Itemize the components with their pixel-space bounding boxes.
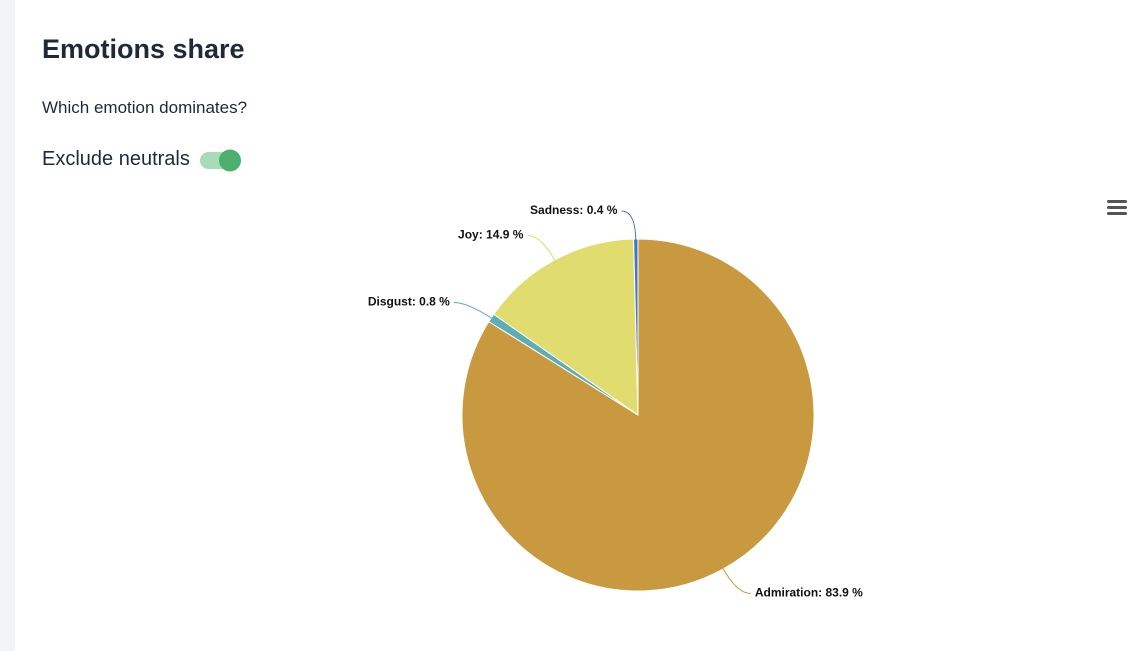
connector xyxy=(453,301,494,320)
data-label: Sadness: 0.4 % xyxy=(530,203,618,217)
card-subtitle: Which emotion dominates? xyxy=(42,98,248,117)
menu-button[interactable] xyxy=(1107,200,1127,215)
data-label: Disgust: 0.8 % xyxy=(368,295,450,309)
toggle-label: Exclude neutrals xyxy=(42,148,190,170)
menu-bar[interactable] xyxy=(1107,206,1127,209)
connector xyxy=(721,566,751,594)
menu-bar[interactable] xyxy=(1107,200,1127,203)
card-title: Emotions share xyxy=(42,34,245,64)
connector xyxy=(621,210,637,242)
data-label: Joy: 14.9 % xyxy=(458,227,524,241)
menu-bar[interactable] xyxy=(1107,212,1127,215)
toggle[interactable] xyxy=(200,149,241,172)
toggle-knob[interactable] xyxy=(219,149,241,172)
sidebar-strip xyxy=(0,0,15,651)
data-label: Admiration: 83.9 % xyxy=(755,586,863,600)
connector xyxy=(527,234,557,262)
